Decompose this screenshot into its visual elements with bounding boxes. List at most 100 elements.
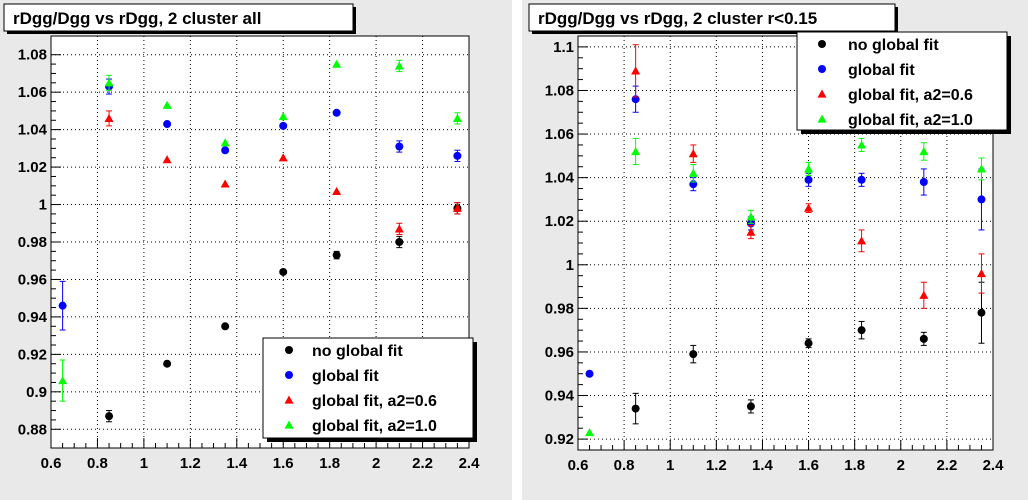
- left-x-tick-label: 1.2: [180, 455, 201, 472]
- left-legend-label-a2-10: global fit, a2=1.0: [312, 418, 437, 435]
- right-y-tick-label: 1.08: [545, 82, 574, 99]
- left-chart-pad: 0.6 0.8 1 1.2 1.4 1.6 1.8 2 2.2 2.4 0.88 0.9 0.92 0.9…: [0, 0, 512, 500]
- right-y-tick-label: 1.02: [545, 213, 574, 230]
- right-x-tick-label: 1: [666, 457, 674, 474]
- left-global-fit-a2-1-0-point: [162, 100, 172, 109]
- right-y-tick-label: 0.92: [545, 431, 574, 448]
- left-no-global-fit-point: [105, 412, 114, 421]
- right-global-fit-a2-0-6-point: [919, 290, 929, 299]
- right-global-fit-a2-1-0-point: [919, 146, 929, 156]
- right-legend-label-a2-10: global fit, a2=1.0: [848, 112, 973, 129]
- right-title-text: rDgg/Dgg vs rDgg, 2 cluster r<0.15: [538, 9, 817, 28]
- left-global-fit-point: [279, 121, 288, 130]
- left-y-tick-label: 1.02: [18, 159, 47, 176]
- right-legend-symbol-global-fit-a2-1-0: [817, 114, 827, 123]
- right-global-fit-a2-1-0-point: [976, 164, 986, 173]
- right-no-global-fit-point: [919, 334, 928, 343]
- left-global-fit-point: [58, 301, 67, 310]
- right-global-fit-a2-0-6-point: [857, 236, 867, 245]
- left-x-tick-label: 1.4: [226, 455, 248, 472]
- right-no-global-fit-point: [857, 326, 866, 335]
- left-no-global-fit-point: [332, 251, 341, 260]
- left-global-fit-point: [395, 142, 404, 151]
- left-legend-symbol-no-global-fit: [285, 346, 293, 354]
- right-global-fit-a2-0-6-point: [746, 227, 756, 236]
- left-global-fit-a2-1-0-point: [452, 113, 462, 122]
- right-global-fit-point: [977, 195, 986, 204]
- right-legend-symbol-global-fit-a2-0-6: [817, 89, 827, 98]
- left-y-tick-label: 1: [39, 197, 47, 214]
- left-legend-label-a2-06: global fit, a2=0.6: [312, 393, 437, 410]
- left-global-fit-a2-1-0-point: [58, 376, 68, 385]
- right-legend-symbol-global-fit: [818, 65, 826, 73]
- right-global-fit-a2-0-6-point: [688, 149, 698, 158]
- left-x-tick-label: 2: [372, 455, 380, 472]
- right-legend-label-global-fit: global fit: [848, 62, 915, 79]
- left-global-fit-a2-1-0-point: [104, 78, 114, 87]
- left-y-tick-label: 0.96: [18, 271, 47, 288]
- right-no-global-fit-point: [746, 402, 755, 411]
- right-no-global-fit-point: [977, 308, 986, 317]
- left-global-fit-point: [332, 108, 341, 117]
- left-global-fit-point: [163, 120, 172, 129]
- right-x-tick-label: 1.4: [752, 457, 774, 474]
- right-x-tick-label: 2.2: [936, 457, 957, 474]
- left-x-tick-label: 1.6: [273, 455, 294, 472]
- right-no-global-fit-point: [689, 350, 698, 359]
- left-global-fit-a2-0-6-point: [332, 186, 342, 196]
- right-x-tick-label: 0.6: [568, 457, 589, 474]
- left-y-tick-label: 1.06: [18, 84, 47, 101]
- left-legend: no global fit global fit global fit, a2=…: [262, 337, 477, 442]
- right-global-fit-point: [857, 175, 866, 184]
- right-global-fit-a2-0-6-point: [976, 269, 986, 278]
- right-legend: no global fit global fit global fit, a2=…: [796, 31, 1011, 134]
- left-no-global-fit-point: [221, 322, 230, 331]
- left-legend-symbol-global-fit-a2-1-0: [284, 420, 294, 429]
- right-y-tick-label: 1: [566, 257, 574, 274]
- left-x-tick-label: 2.2: [412, 455, 433, 472]
- left-x-tick-label: 2.4: [459, 455, 481, 472]
- left-legend-symbol-global-fit-a2-0-6: [284, 395, 294, 404]
- right-y-tick-label: 0.94: [545, 388, 575, 405]
- right-chart-title: rDgg/Dgg vs rDgg, 2 cluster r<0.15: [528, 3, 898, 34]
- left-y-tick-label: 1.04: [18, 122, 48, 139]
- left-no-global-fit-point: [163, 359, 172, 368]
- left-global-fit-a2-1-0-point: [332, 59, 342, 68]
- left-y-tick-label: 0.98: [18, 234, 47, 251]
- left-global-fit-a2-0-6-point: [452, 203, 462, 212]
- right-global-fit-a2-1-0-point: [857, 140, 867, 149]
- left-x-tick-label: 1.8: [319, 455, 340, 472]
- left-global-fit-a2-0-6-point: [162, 155, 172, 164]
- right-data-marks: [585, 44, 986, 437]
- right-global-fit-a2-1-0-point: [804, 164, 814, 173]
- left-y-tick-label: 0.92: [18, 346, 47, 363]
- right-no-global-fit-point: [631, 404, 640, 413]
- right-x-tick-label: 2: [897, 457, 905, 474]
- right-global-fit-point: [919, 177, 928, 186]
- left-global-fit-a2-0-6-point: [104, 113, 114, 122]
- right-global-fit-point: [804, 175, 813, 184]
- right-axes: 0.6 0.8 1 1.2 1.4 1.6 1.8 2 2.2 2.4 0.92 0.94 0.96 0.…: [545, 39, 1004, 474]
- right-legend-symbol-no-global-fit: [818, 40, 826, 48]
- left-y-tick-label: 0.9: [26, 384, 47, 401]
- left-x-tick-label: 0.8: [87, 455, 108, 472]
- right-y-tick-label: 1.06: [545, 126, 574, 143]
- right-global-fit-a2-1-0-point: [746, 212, 756, 221]
- left-global-fit-a2-0-6-point: [220, 179, 230, 188]
- left-x-tick-label: 1: [140, 455, 148, 472]
- right-global-fit-a2-1-0-point: [688, 168, 698, 177]
- right-x-tick-label: 1.8: [844, 457, 865, 474]
- left-x-tick-label: 0.6: [41, 455, 62, 472]
- left-chart-title: rDgg/Dgg vs rDgg, 2 cluster all: [3, 3, 356, 34]
- left-y-tick-label: 0.88: [18, 421, 47, 438]
- right-x-tick-label: 2.4: [983, 457, 1005, 474]
- right-x-tick-label: 1.2: [706, 457, 727, 474]
- right-global-fit-a2-0-6-point: [804, 203, 814, 212]
- left-global-fit-a2-1-0-point: [394, 61, 404, 70]
- left-no-global-fit-point: [395, 238, 404, 246]
- right-global-fit-a2-1-0-point: [585, 428, 595, 437]
- right-y-tick-label: 0.96: [545, 344, 574, 361]
- left-legend-label-global-fit: global fit: [312, 368, 379, 385]
- right-no-global-fit-point: [804, 339, 813, 348]
